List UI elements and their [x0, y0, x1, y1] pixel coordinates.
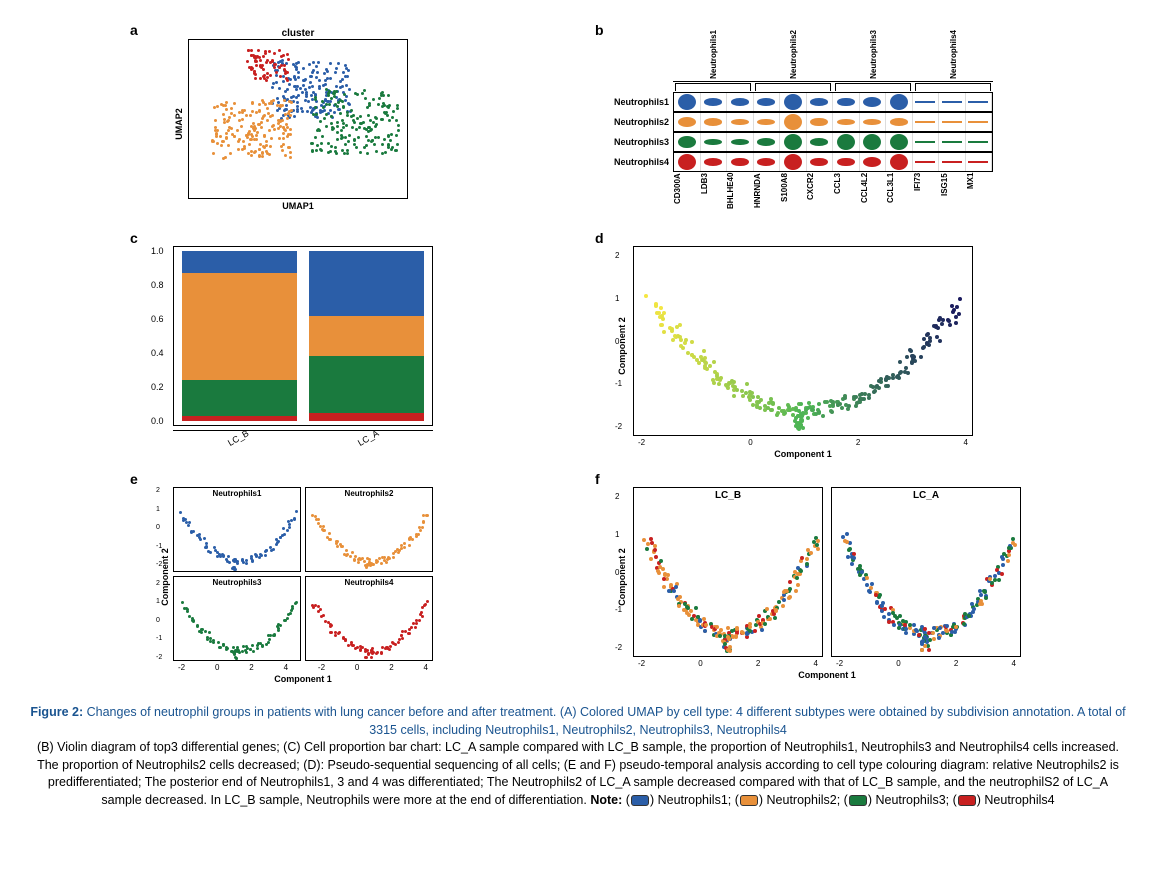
panel-e-xticks: -2024-2024: [173, 663, 433, 672]
panel-a-ylabel: UMAP2: [174, 108, 184, 140]
panel-e-label: e: [130, 471, 138, 487]
mini-plot-Neutrophils4: Neutrophils4: [305, 576, 433, 661]
panel-a-label: a: [130, 22, 138, 38]
panel-e: e Component 2 210-1-2210-1-2 Neutrophils…: [128, 469, 563, 684]
violin-group-headers: Neutrophils1Neutrophils2Neutrophils3Neut…: [673, 32, 993, 82]
panel-d-yticks: 210-1-2: [615, 246, 622, 436]
panel-d-label: d: [595, 230, 604, 246]
gene-labels: CD300ALDB3BHLHE40HNRNDAS100A8CXCR2CCL3CC…: [673, 173, 993, 218]
panel-a-xlabel: UMAP1: [188, 201, 408, 211]
panel-b: b Neutrophils1Neutrophils2Neutrophils3Ne…: [593, 20, 1028, 218]
caption-main: Changes of neutrophil groups in patients…: [87, 705, 1126, 737]
panel-e-grid: Neutrophils1Neutrophils2Neutrophils3Neut…: [173, 487, 433, 661]
panel-c-yticks: 1.00.80.60.40.20.0: [151, 246, 164, 426]
mini-plot-Neutrophils2: Neutrophils2: [305, 487, 433, 572]
figure-caption: Figure 2: Changes of neutrophil groups i…: [30, 704, 1126, 809]
panel-a-title: cluster: [188, 28, 408, 39]
panel-e-yticks: 210-1-2210-1-2: [156, 487, 162, 661]
panel-c-xlabels: LC_BLC_A: [173, 430, 433, 443]
panel-a: a cluster UMAP2 UMAP1: [128, 20, 563, 218]
caption-note-label: Note:: [590, 793, 622, 807]
violin-brackets: [673, 83, 993, 91]
figure-grid: a cluster UMAP2 UMAP1 b Neutrophils1Neut…: [128, 20, 1028, 684]
panel-b-label: b: [595, 22, 604, 38]
panel-f-yticks: 210-1-2: [615, 487, 622, 657]
panel-f-xlabel: Component 1: [633, 670, 1021, 680]
legend-swatch: [958, 795, 976, 806]
panel-e-xlabel: Component 1: [173, 674, 433, 684]
caption-legend: () Neutrophils1; () Neutrophils2; () Neu…: [626, 793, 1055, 807]
panel-c-label: c: [130, 230, 138, 246]
panel-a-plot: [188, 39, 408, 199]
panel-c-plot: [173, 246, 433, 426]
panel-f-plots: LC_BLC_A: [633, 487, 1028, 657]
panel-f-plot-LC_B: LC_B: [633, 487, 823, 657]
stacked-bar-LC_A: [309, 251, 424, 421]
caption-title: Figure 2:: [30, 705, 83, 719]
panel-d: d Component 2 210-1-2 -2024 Component 1: [593, 228, 1028, 459]
panel-f-label: f: [595, 471, 600, 487]
panel-f-plot-LC_A: LC_A: [831, 487, 1021, 657]
panel-d-plot: [633, 246, 973, 436]
panel-d-xlabel: Component 1: [633, 449, 973, 459]
legend-swatch: [631, 795, 649, 806]
stacked-bar-LC_B: [182, 251, 297, 421]
mini-plot-Neutrophils1: Neutrophils1: [173, 487, 301, 572]
panel-f: f Component 2 210-1-2 LC_BLC_A -2024 -20…: [593, 469, 1028, 684]
violin-rows: Neutrophils1Neutrophils2Neutrophils3Neut…: [603, 92, 993, 172]
legend-swatch: [740, 795, 758, 806]
panel-f-xticks-right: -2024: [831, 659, 1021, 668]
panel-f-xticks-left: -2024: [633, 659, 823, 668]
panel-d-xticks: -2024: [633, 438, 973, 447]
mini-plot-Neutrophils3: Neutrophils3: [173, 576, 301, 661]
legend-swatch: [849, 795, 867, 806]
panel-c: c 1.00.80.60.40.20.0 LC_BLC_A: [128, 228, 563, 459]
